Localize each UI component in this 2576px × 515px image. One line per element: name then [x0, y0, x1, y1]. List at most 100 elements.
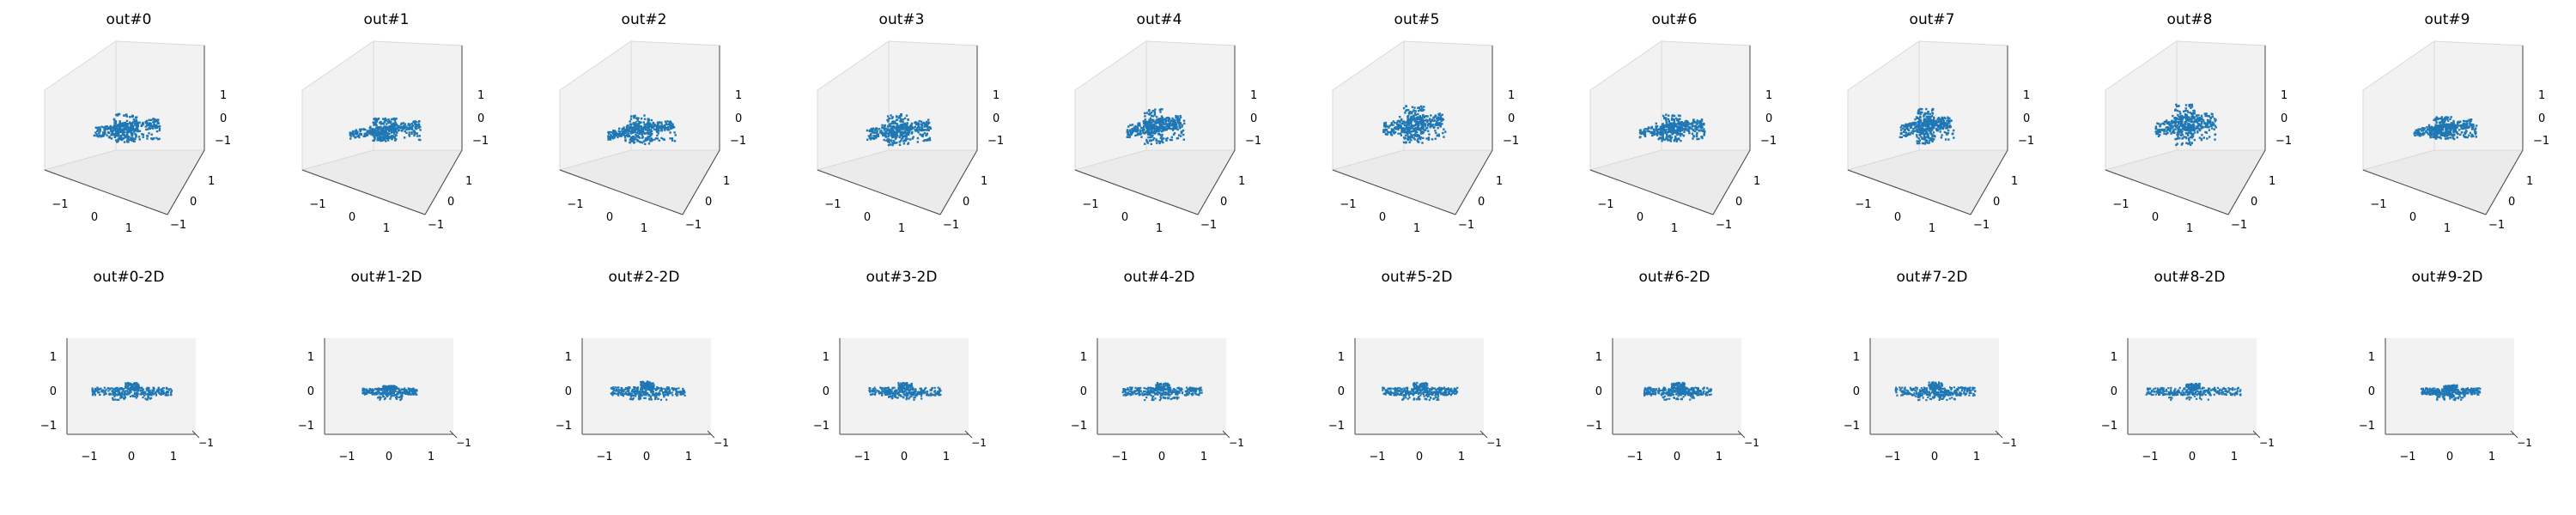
data-point [1905, 131, 1907, 134]
data-point [1165, 139, 1168, 142]
data-point [902, 127, 905, 130]
data-point [413, 134, 416, 137]
panel-title: out#1 [364, 11, 410, 28]
data-point [1902, 130, 1905, 133]
data-point [1422, 128, 1425, 130]
data-point [656, 137, 659, 140]
data-point [635, 127, 639, 130]
data-point [362, 135, 365, 137]
data-point [1131, 130, 1133, 133]
data-point [388, 129, 392, 132]
data-point [1936, 124, 1939, 127]
data-point [923, 125, 926, 128]
data-point [2190, 142, 2193, 144]
data-point [115, 133, 118, 136]
data-point [2421, 128, 2425, 130]
y-tick-label: 0 [307, 385, 314, 398]
data-point [1135, 130, 1138, 132]
data-point [131, 124, 134, 128]
data-point [1417, 118, 1419, 121]
data-point [648, 124, 651, 127]
data-point [1658, 131, 1661, 134]
data-point [1671, 114, 1674, 117]
data-point [2445, 123, 2448, 125]
data-point [906, 128, 908, 130]
data-point [1935, 121, 1938, 124]
data-point [383, 133, 386, 136]
data-point [904, 124, 907, 128]
data-point [629, 130, 632, 133]
data-point [124, 396, 126, 398]
data-point [1916, 117, 1919, 119]
point-cloud [2413, 116, 2478, 141]
data-point [641, 142, 644, 144]
data-point [1668, 119, 1670, 123]
data-point [143, 394, 146, 397]
data-point [108, 136, 111, 138]
data-point [2468, 134, 2470, 136]
data-point [1167, 116, 1170, 119]
data-point [393, 118, 397, 120]
data-point [410, 122, 413, 125]
data-point [1434, 130, 1437, 132]
data-point [2193, 124, 2196, 127]
panel-3d: out#5−101 −101−101 [1331, 11, 1519, 235]
data-point [2177, 136, 2179, 138]
data-point [1673, 119, 1676, 122]
data-point [1413, 106, 1416, 109]
data-point [1153, 128, 1157, 131]
data-point [868, 130, 872, 132]
data-point [2202, 120, 2205, 123]
data-point [890, 139, 892, 142]
point-cloud [93, 112, 161, 143]
data-point [1160, 130, 1163, 133]
data-point [395, 123, 398, 125]
data-point [2470, 128, 2474, 130]
data-point [137, 385, 140, 388]
data-point [900, 113, 902, 117]
x-tick-label: 0 [2409, 211, 2416, 224]
data-point [2444, 117, 2446, 119]
data-point [1671, 118, 1674, 121]
data-point [2469, 123, 2471, 125]
data-point [649, 134, 653, 136]
data-point [2211, 115, 2215, 118]
data-point [1947, 119, 1950, 122]
data-point [1382, 129, 1385, 131]
data-point [1917, 109, 1920, 112]
data-point [671, 139, 674, 142]
data-point [1417, 133, 1419, 136]
point-cloud [361, 385, 418, 402]
data-point [634, 123, 636, 126]
data-point [1694, 124, 1698, 127]
data-point [408, 135, 411, 137]
data-point [1931, 137, 1934, 140]
data-point [2185, 117, 2189, 119]
data-point [1133, 126, 1136, 129]
data-point [894, 122, 897, 124]
data-point [1408, 131, 1412, 135]
data-point [1899, 129, 1903, 131]
z-tick-label: 1 [1765, 89, 1772, 102]
data-point [1643, 134, 1647, 136]
data-point [2210, 124, 2213, 127]
data-point [1930, 115, 1934, 118]
data-point [96, 130, 99, 132]
data-point [1414, 119, 1417, 122]
data-point [1665, 118, 1668, 122]
data-point [1161, 124, 1163, 126]
x-axis-line [2105, 169, 2229, 215]
data-point [2186, 132, 2190, 135]
data-point [643, 118, 647, 120]
data-point [1413, 117, 1415, 120]
data-point [1411, 124, 1413, 127]
data-point [2443, 131, 2445, 134]
data-point [123, 127, 125, 130]
data-point [121, 392, 124, 395]
data-point [640, 121, 642, 124]
data-point [630, 139, 633, 142]
data-point [904, 139, 908, 142]
data-point [1397, 125, 1400, 129]
data-point [1927, 135, 1929, 138]
data-point [666, 123, 669, 126]
